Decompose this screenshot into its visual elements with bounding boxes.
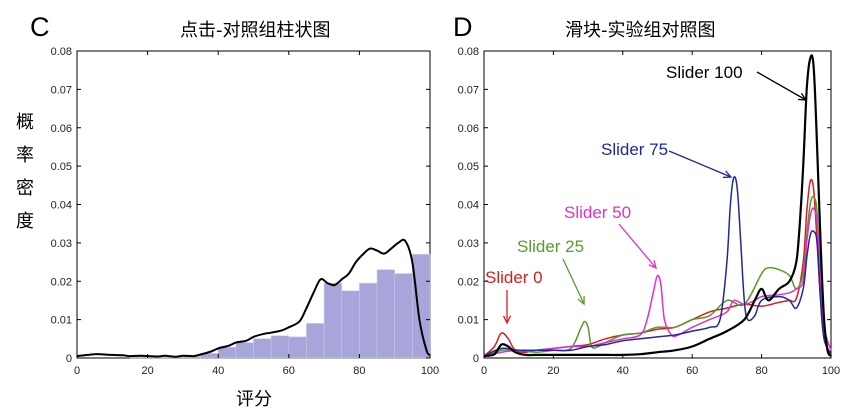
y-tick-label: 0.07 xyxy=(51,84,72,96)
annotation-arrowhead xyxy=(502,315,512,325)
y-tick-label: 0.05 xyxy=(458,161,479,173)
y-label-char: 度 xyxy=(16,211,34,232)
panel-c-x-ticks: 0 20 40 60 80 100 xyxy=(74,51,439,377)
y-tick-label: 0.04 xyxy=(51,200,72,212)
series-label: Slider 0 xyxy=(485,268,543,287)
panel-d-title: 滑块-实验组对照图 xyxy=(565,20,716,41)
panel-d-letter: D xyxy=(453,12,473,42)
series-label: Slider 100 xyxy=(666,63,743,82)
y-tick-label: 0.07 xyxy=(458,84,479,96)
panel-c-density-line xyxy=(76,238,431,358)
y-tick-label: 0.02 xyxy=(51,276,72,288)
y-label-char: 率 xyxy=(16,145,34,166)
y-tick-label: 0.02 xyxy=(458,276,479,288)
annotation-arrowhead xyxy=(722,170,733,179)
panel-c-xlabel: 评分 xyxy=(236,389,272,410)
annotation-arrow xyxy=(668,150,732,178)
panel-c-y-ticks: 0 0.01 0.02 0.03 0.04 0.05 0.06 0.07 0.08 xyxy=(51,46,430,365)
y-tick-label: 0.01 xyxy=(458,315,479,327)
x-tick-label: 40 xyxy=(212,365,224,377)
annotation-arrow xyxy=(756,71,807,101)
x-tick-label: 20 xyxy=(141,365,153,377)
y-tick-label: 0.03 xyxy=(458,238,479,250)
panel-c-title: 点击-对照组柱状图 xyxy=(180,20,331,41)
y-label-char: 密 xyxy=(16,178,34,199)
x-tick-label: 0 xyxy=(481,365,487,377)
y-tick-label: 0.08 xyxy=(51,46,72,58)
panel-c-letter: C xyxy=(30,12,50,42)
y-tick-label: 0 xyxy=(66,353,72,365)
histogram-bar xyxy=(359,282,378,359)
annotation-arrowhead xyxy=(648,260,657,270)
x-tick-label: 100 xyxy=(822,365,840,377)
histogram-bar xyxy=(323,282,343,359)
y-tick-label: 0.06 xyxy=(51,123,72,135)
histogram-bar xyxy=(341,290,360,359)
x-tick-label: 40 xyxy=(617,365,629,377)
panel-d-y-ticks: 0 0.01 0.02 0.03 0.04 0.05 0.06 0.07 0.08 xyxy=(458,46,831,365)
x-tick-label: 60 xyxy=(283,365,295,377)
x-tick-label: 100 xyxy=(421,365,439,377)
panel-c-bars xyxy=(129,254,431,359)
x-tick-label: 80 xyxy=(755,365,767,377)
series-line xyxy=(483,176,832,357)
x-tick-label: 60 xyxy=(686,365,698,377)
annotation-arrowhead xyxy=(577,295,585,306)
series-label: Slider 75 xyxy=(601,140,668,159)
panel-d-x-ticks: 0 20 40 60 80 100 xyxy=(481,51,840,377)
annotation-arrow xyxy=(618,223,657,269)
series-line xyxy=(483,54,832,358)
y-tick-label: 0.01 xyxy=(51,315,72,327)
histogram-bar xyxy=(253,338,272,359)
x-tick-label: 0 xyxy=(74,365,80,377)
panel-d: D 滑块-实验组对照图 0 0.01 0.02 0.03 0.04 0.05 0.06 0.0… xyxy=(453,12,840,377)
y-tick-label: 0 xyxy=(473,353,479,365)
histogram-bar xyxy=(376,269,395,359)
panel-d-annotations: Slider 0 Slider 25 Slider 50 Slider 75 Slide… xyxy=(485,63,808,325)
histogram-bar xyxy=(394,273,413,359)
histogram-bar xyxy=(217,346,237,359)
x-tick-label: 80 xyxy=(353,365,365,377)
x-tick-label: 20 xyxy=(547,365,559,377)
histogram-bar xyxy=(235,342,254,359)
y-tick-label: 0.06 xyxy=(458,123,479,135)
panel-d-series-lines xyxy=(483,54,832,358)
annotation-arrow xyxy=(562,258,585,305)
histogram-bar xyxy=(288,336,307,359)
y-tick-label: 0.08 xyxy=(458,46,479,58)
annotation-arrowhead xyxy=(797,93,808,101)
series-label: Slider 50 xyxy=(564,203,631,222)
y-label-char: 概 xyxy=(16,112,34,133)
histogram-bar xyxy=(270,335,290,359)
y-tick-label: 0.05 xyxy=(51,161,72,173)
series-label: Slider 25 xyxy=(517,237,584,256)
density-line xyxy=(76,238,431,358)
panel-d-axes-frame xyxy=(483,50,832,359)
y-tick-label: 0.03 xyxy=(51,238,72,250)
histogram-bar xyxy=(412,254,431,359)
histogram-bar xyxy=(306,323,325,359)
series-line xyxy=(483,207,832,357)
series-line xyxy=(483,195,832,357)
y-tick-label: 0.04 xyxy=(458,200,479,212)
